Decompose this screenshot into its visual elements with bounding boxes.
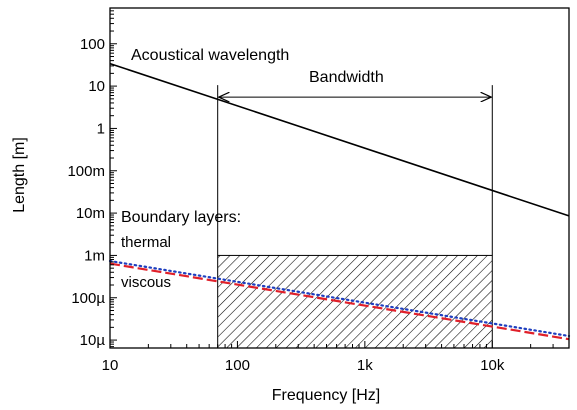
axes: 10 100 1k 10k 10µ 100µ 1m 10m 100m 1 10 100 bbox=[67, 7, 570, 374]
plot-frame bbox=[109, 7, 570, 349]
x-tick-label: 100 bbox=[225, 357, 250, 374]
series-line-wavelength bbox=[109, 62, 570, 217]
annotation-thermal: thermal bbox=[121, 234, 171, 251]
bandwidth-hatched-box bbox=[217, 254, 493, 349]
y-tick-label: 1 bbox=[97, 120, 105, 137]
series-line-thermal bbox=[108, 259, 571, 338]
bandwidth-region bbox=[217, 85, 493, 349]
x-axis-label: Frequency [Hz] bbox=[272, 387, 380, 404]
y-tick-label: 10µ bbox=[80, 332, 106, 349]
annotation-acoustical-wavelength: Acoustical wavelength bbox=[131, 47, 289, 64]
series-line-viscous bbox=[109, 262, 570, 341]
y-tick-label: 100µ bbox=[71, 290, 105, 307]
x-tick-label: 1k bbox=[357, 357, 373, 374]
x-tick-label: 10k bbox=[480, 357, 505, 374]
y-tick-label: 100 bbox=[80, 36, 105, 53]
annotation-viscous: viscous bbox=[121, 274, 171, 291]
y-tick-label: 10 bbox=[88, 78, 105, 95]
series-group bbox=[108, 62, 571, 341]
y-tick-label: 10m bbox=[76, 205, 105, 222]
y-tick-label: 100m bbox=[67, 163, 105, 180]
y-tick-label: 1m bbox=[84, 247, 105, 264]
x-tick-label: 10 bbox=[102, 357, 119, 374]
y-axis-label: Length [m] bbox=[11, 137, 28, 213]
annotation-bandwidth: Bandwidth bbox=[309, 69, 384, 86]
annotation-boundary-layers: Boundary layers: bbox=[121, 209, 241, 226]
